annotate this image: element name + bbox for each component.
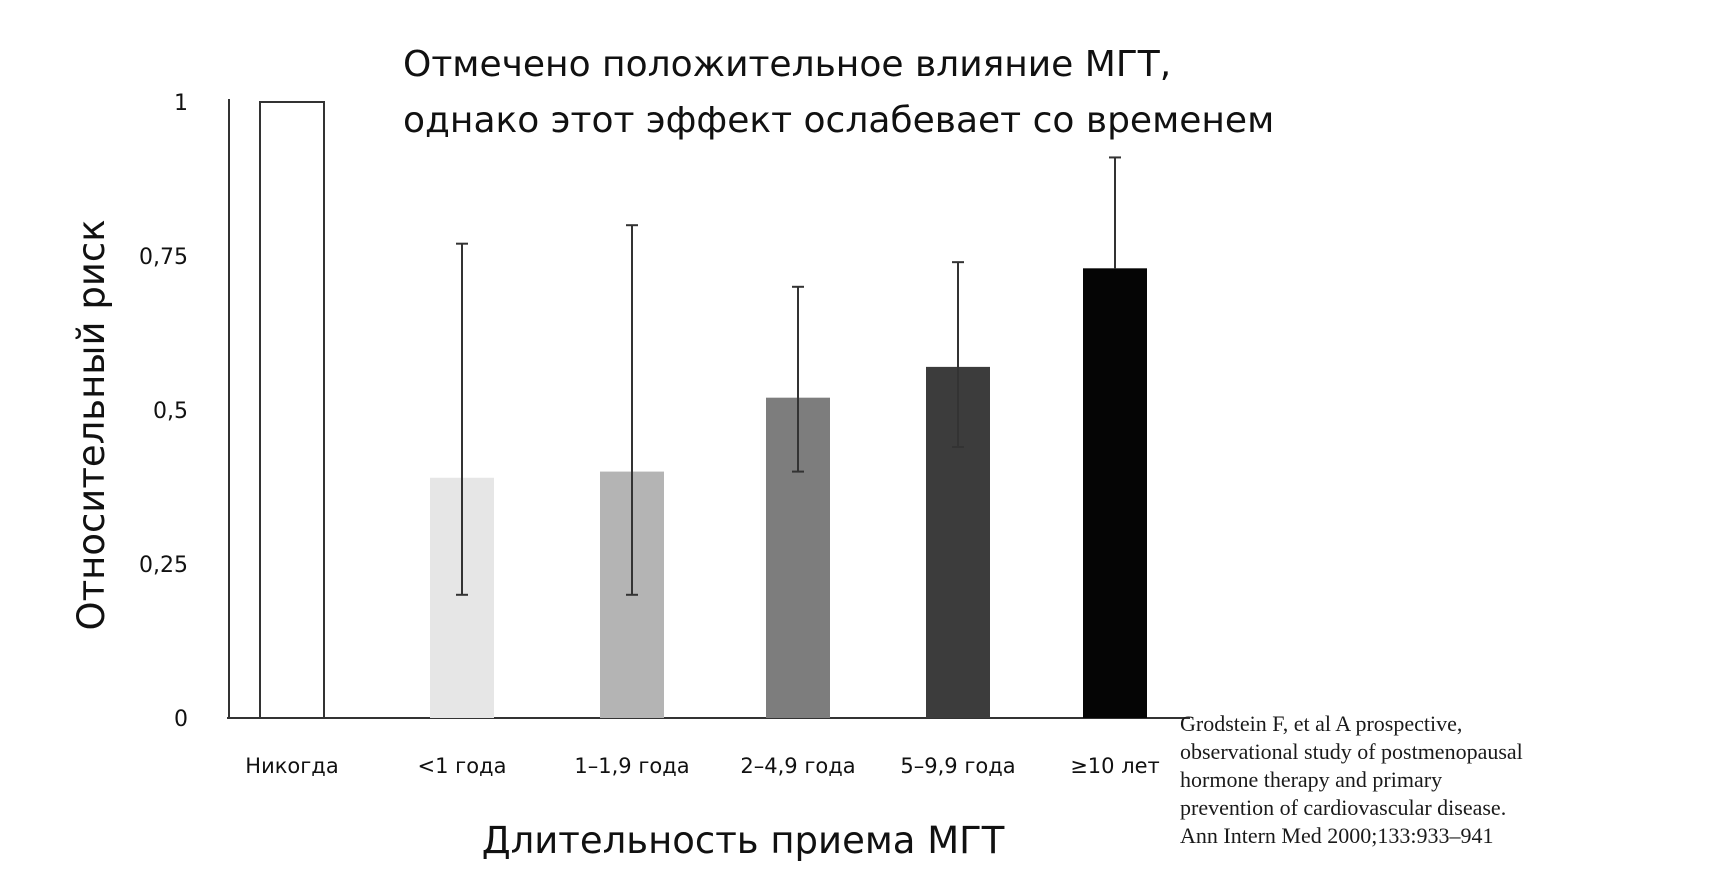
y-tick-label: 0,25 bbox=[139, 553, 188, 578]
y-tick-label: 0 bbox=[174, 707, 188, 732]
citation-text: Grodstein F, et al A prospective, observ… bbox=[1180, 710, 1710, 850]
citation-line: Ann Intern Med 2000;133:933–941 bbox=[1180, 823, 1494, 848]
y-tick-labels: 0 0,25 0,5 0,75 1 bbox=[139, 91, 188, 732]
y-tick-label: 1 bbox=[174, 91, 188, 116]
chart-title: Отмечено положительное влияние МГТ, одна… bbox=[403, 44, 1274, 141]
error-bars bbox=[456, 156, 1121, 596]
bar bbox=[1083, 268, 1147, 718]
category-label: <1 года bbox=[418, 754, 507, 778]
y-tick-label: 0,5 bbox=[153, 399, 188, 424]
citation-line: Grodstein F, et al A prospective, bbox=[1180, 711, 1463, 736]
category-label: 5–9,9 года bbox=[900, 754, 1015, 778]
bar bbox=[259, 101, 325, 719]
y-tick-label: 0,75 bbox=[139, 245, 188, 270]
citation-line: observational study of postmenopausal bbox=[1180, 739, 1523, 764]
bars bbox=[259, 101, 1147, 719]
x-axis-label: Длительность приема МГТ bbox=[482, 819, 1005, 862]
category-label: ≥10 лет bbox=[1070, 754, 1160, 778]
chart-title-line-1: Отмечено положительное влияние МГТ, bbox=[403, 44, 1171, 85]
y-axis-label: Относительный риск bbox=[70, 219, 113, 630]
category-label: 2–4,9 года bbox=[740, 754, 855, 778]
chart-title-line-2: однако этот эффект ослабевает со времене… bbox=[403, 100, 1274, 141]
citation-line: prevention of cardiovascular disease. bbox=[1180, 795, 1507, 820]
category-labels: Никогда <1 года 1–1,9 года 2–4,9 года 5–9,9 … bbox=[245, 754, 1159, 778]
citation-line: hormone therapy and primary bbox=[1180, 767, 1443, 792]
category-label: 1–1,9 года bbox=[574, 754, 689, 778]
category-label: Никогда bbox=[245, 754, 338, 778]
